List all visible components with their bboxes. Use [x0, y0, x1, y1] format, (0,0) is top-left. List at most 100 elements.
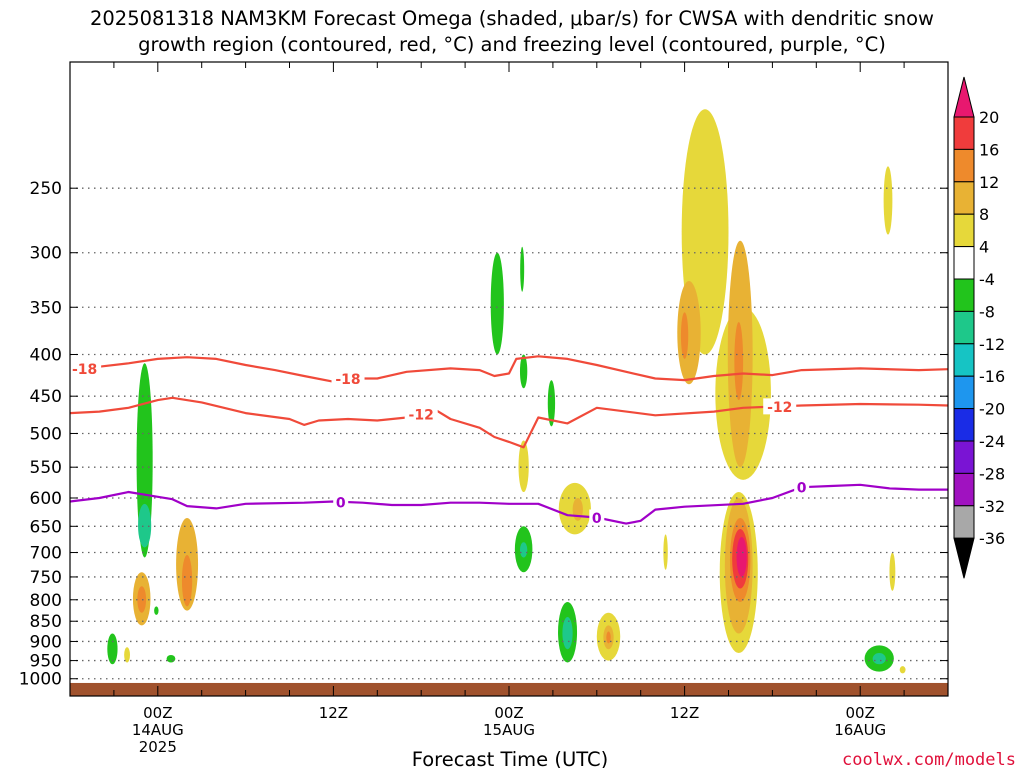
omega-region [677, 281, 701, 385]
omega-region [889, 552, 896, 591]
omega-region [572, 497, 583, 521]
colorbar-swatch [953, 181, 975, 215]
credit-text: coolwx.com/models [842, 750, 1016, 768]
colorbar-swatch [953, 408, 975, 442]
omega-region [154, 606, 159, 615]
contour-label: -12 [409, 407, 434, 423]
colorbar-swatch [953, 213, 975, 248]
x-tick-date: 16AUG [834, 721, 886, 739]
colorbar-label: -24 [979, 432, 1005, 451]
x-tick-date: 15AUG [483, 721, 535, 739]
omega-region [107, 633, 118, 665]
contour-line [70, 396, 948, 449]
x-axis-label: Forecast Time (UTC) [412, 748, 609, 768]
colorbar-label: -12 [979, 335, 1005, 354]
colorbar-swatch [953, 472, 975, 507]
contour-label: -18 [335, 372, 360, 388]
y-tick-label: 450 [30, 387, 62, 407]
colorbar-label: 4 [979, 238, 989, 257]
y-tick-label: 800 [30, 591, 62, 611]
omega-region [562, 617, 573, 650]
contour-line [70, 355, 948, 383]
omega-shading [107, 109, 906, 674]
pressure-grid [70, 187, 948, 680]
chart-title-line2: growth region (contoured, red, °C) and f… [138, 33, 886, 56]
colorbar-top-arrow [953, 76, 975, 118]
contour-label: -18 [72, 362, 97, 378]
y-tick-label: 300 [30, 244, 62, 264]
y-tick-label: 1000 [19, 670, 62, 690]
colorbar-label: 20 [979, 108, 999, 127]
colorbar-label: 16 [979, 140, 999, 159]
colorbar-swatch [953, 310, 975, 345]
omega-region [519, 354, 528, 389]
colorbar-swatch [953, 278, 975, 312]
colorbar-label: -16 [979, 367, 1005, 386]
omega-colorbar: 20 16 12 8 4 -4 -8 -12 -16 -20 -24 -28 -32 -36 [953, 76, 1005, 579]
colorbar-swatch [953, 116, 975, 150]
x-tick-label: 00Z [846, 704, 875, 722]
y-tick-label: 250 [30, 179, 62, 199]
contour-label-bg [589, 509, 605, 526]
colorbar-swatch [953, 148, 975, 183]
x-tick-label: 12Z [670, 704, 699, 722]
contour-label-bg [763, 398, 797, 415]
omega-region [181, 555, 193, 607]
contour-label-bg [794, 479, 810, 496]
x-tick-label: 00Z [143, 704, 172, 722]
colorbar-swatch [953, 375, 975, 410]
plot-area: -18 -18 -12 -12 0 0 0 [69, 61, 949, 697]
omega-region [663, 534, 668, 570]
y-tick-label: 950 [30, 652, 62, 672]
omega-region [680, 312, 689, 359]
y-tick-label: 500 [30, 424, 62, 444]
y-tick-label: 600 [30, 489, 62, 509]
colorbar-label: -8 [979, 302, 995, 321]
y-tick-label: 900 [30, 632, 62, 652]
contour-label: 0 [336, 495, 346, 511]
omega-region [137, 586, 147, 613]
omega-region [899, 666, 906, 674]
contour-label-bg [333, 493, 349, 510]
contour-label: 0 [797, 481, 807, 497]
colorbar-swatch [953, 440, 975, 474]
x-tick-label: 12Z [319, 704, 348, 722]
omega-region [872, 653, 886, 665]
omega-region [736, 537, 747, 577]
colorbar-label: -32 [979, 497, 1005, 516]
colorbar-label: -36 [979, 529, 1005, 548]
omega-region [138, 503, 152, 548]
x-tick-label: 00Z [494, 704, 523, 722]
contour-label-bg [404, 405, 438, 422]
y-tick-label: 750 [30, 568, 62, 588]
y-tick-label: 550 [30, 458, 62, 478]
contour-label: -12 [767, 400, 792, 416]
colorbar-label: 8 [979, 205, 989, 224]
y-tick-label: 700 [30, 544, 62, 564]
omega-region [490, 252, 504, 355]
omega-region [519, 542, 528, 558]
contour-line [70, 483, 948, 525]
omega-region [547, 380, 556, 427]
y-tick-label: 350 [30, 298, 62, 318]
x-tick-date: 14AUG [132, 721, 184, 739]
y-tick-label: 650 [30, 517, 62, 537]
colorbar-bottom-arrow [953, 537, 975, 579]
omega-region [520, 246, 525, 292]
colorbar-label: -28 [979, 464, 1005, 483]
contour-label-bg [70, 360, 102, 377]
omega-region [883, 166, 893, 235]
contour-label: 0 [592, 511, 602, 527]
x-tick-year: 2025 [139, 738, 177, 756]
omega-region [124, 647, 130, 663]
colorbar-swatch [953, 343, 975, 377]
chart-title-line1: 2025081318 NAM3KM Forecast Omega (shaded… [90, 7, 934, 30]
temperature-contours: -18 -18 -12 -12 0 0 0 [70, 355, 948, 527]
omega-region [606, 631, 611, 644]
contour-label-bg [331, 370, 365, 387]
omega-region [518, 440, 529, 493]
colorbar-swatch [953, 505, 975, 539]
y-tick-label: 400 [30, 346, 62, 366]
